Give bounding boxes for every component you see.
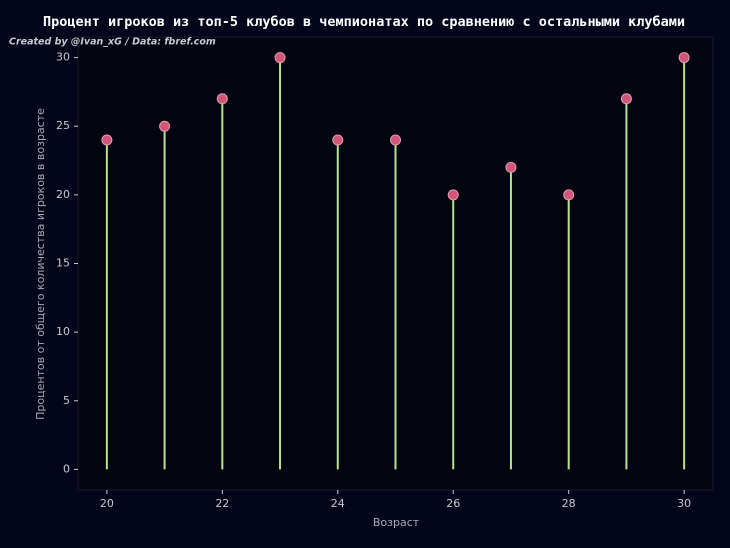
y-tick-label: 0 xyxy=(63,462,70,475)
x-tick-label: 22 xyxy=(215,497,229,510)
x-tick-label: 20 xyxy=(100,497,114,510)
y-tick-label: 10 xyxy=(56,325,70,338)
x-tick-label: 30 xyxy=(677,497,691,510)
subtitle: Created by @Ivan_xG / Data: fbref.com xyxy=(9,37,216,48)
marker xyxy=(101,134,113,146)
y-tick-label: 25 xyxy=(56,119,70,132)
y-tick-label: 15 xyxy=(56,257,70,270)
marker xyxy=(447,189,459,201)
marker xyxy=(216,93,228,105)
y-tick-label: 20 xyxy=(56,188,70,201)
chart-title: Процент игроков из топ-5 клубов в чемпио… xyxy=(43,14,685,30)
marker xyxy=(505,161,517,173)
x-tick-label: 28 xyxy=(562,497,576,510)
marker xyxy=(332,134,344,146)
y-tick-label: 30 xyxy=(56,51,70,64)
x-tick-label: 26 xyxy=(446,497,460,510)
marker xyxy=(620,93,632,105)
x-tick-label: 24 xyxy=(331,497,345,510)
marker xyxy=(563,189,575,201)
marker xyxy=(159,120,171,132)
marker xyxy=(274,52,286,64)
x-axis-label: Возраст xyxy=(373,516,420,529)
marker xyxy=(390,134,401,146)
marker xyxy=(678,52,690,64)
y-axis-label: Процентов от общего количества игроков в… xyxy=(34,108,47,420)
y-tick-label: 5 xyxy=(63,394,70,407)
